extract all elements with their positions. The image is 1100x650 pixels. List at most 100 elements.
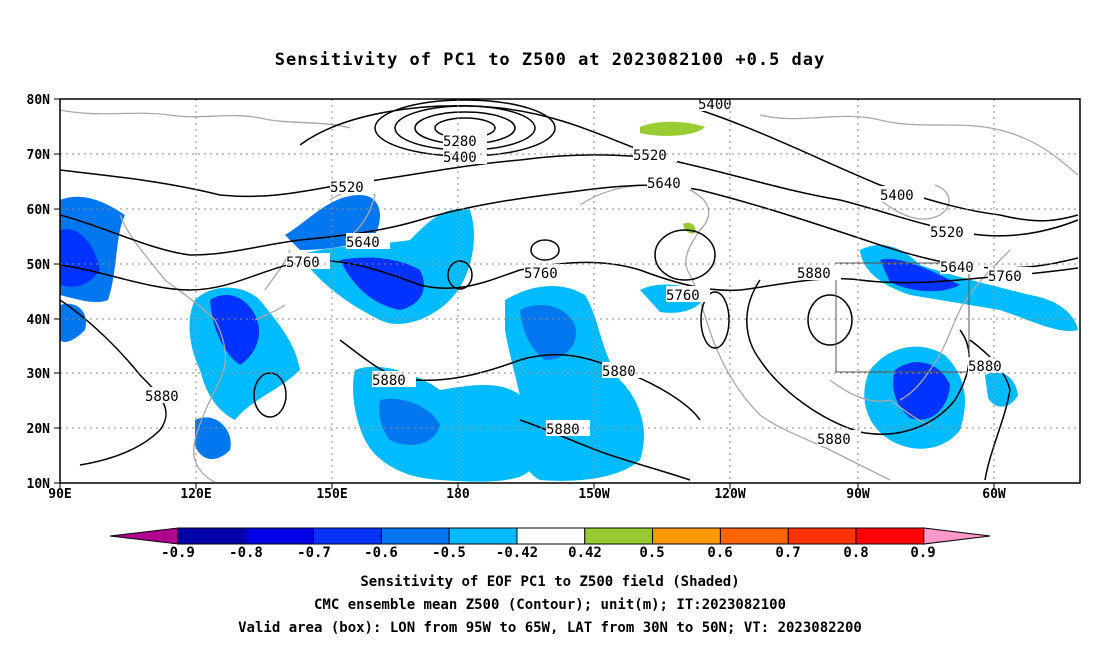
coast-alaska	[579, 184, 710, 276]
shade-patch-west-2	[60, 303, 86, 342]
contour-label: 5640	[940, 260, 974, 276]
footer-line-3: Valid area (box): LON from 95W to 65W, L…	[238, 620, 862, 636]
colorbar-label: -0.42	[496, 545, 538, 561]
contour-label: 5880	[968, 359, 1002, 375]
shade-patch-wpac-south	[195, 417, 231, 460]
coast-gulf	[829, 379, 931, 426]
colorbar-box	[652, 527, 721, 545]
shade-patch-nw-pacific-dark	[340, 257, 424, 310]
colorbar-box	[719, 527, 789, 545]
contour-5880-atl	[969, 339, 1011, 481]
shade-patch-green-1	[640, 121, 705, 136]
shade-patch-atlantic	[985, 372, 1018, 407]
lat-label: 80N	[27, 93, 51, 108]
coast-central-america	[829, 449, 891, 481]
colorbar-box	[448, 527, 518, 545]
contour-label: 5520	[330, 180, 364, 196]
graticule	[60, 99, 1080, 483]
colorbar-label: 0.8	[843, 545, 868, 561]
footer-line-1: Sensitivity of EOF PC1 to Z500 field (Sh…	[360, 574, 740, 590]
colorbar-label: -0.5	[432, 545, 466, 561]
colorbar-label: 0.5	[639, 545, 664, 561]
map-frame	[59, 98, 1081, 484]
contour-label: 5400	[880, 188, 914, 204]
shade-patch-caribbean-dark	[893, 362, 950, 420]
colorbar-arrow-right	[923, 527, 991, 545]
contour-label: 5640	[346, 235, 380, 251]
colorbar-box	[245, 527, 315, 545]
colorbar-box	[380, 527, 450, 545]
colorbar-label: -0.6	[364, 545, 398, 561]
coast-canada-arctic	[759, 114, 1079, 176]
contour-label: 5880	[546, 422, 580, 438]
contour-label: 5880	[602, 364, 636, 380]
contour-label: 5760	[988, 269, 1022, 285]
coast-na-west	[689, 274, 831, 451]
lat-axis: 80N 70N 60N 50N 40N 30N 20N 10N	[27, 93, 51, 492]
contour-label: 5880	[817, 432, 851, 448]
contour-5640	[60, 184, 1079, 269]
contour-label: 5760	[666, 288, 700, 304]
lat-label: 60N	[27, 203, 51, 218]
colorbar-box	[177, 527, 247, 545]
contour-5880-inner	[807, 294, 853, 346]
contour-label: 5880	[797, 266, 831, 282]
coast-east-asia	[119, 214, 227, 483]
footer-line-2: CMC ensemble mean Z500 (Contour); unit(m…	[313, 597, 786, 613]
colorbar-label: 0.9	[910, 545, 935, 561]
valid-area-box	[835, 262, 970, 373]
shade-patch-subtropical-dark	[520, 305, 576, 360]
colorbar-arrow-left	[109, 527, 179, 545]
lon-label: 120W	[714, 487, 745, 502]
shade-patch-green-2	[683, 222, 696, 234]
lat-label: 40N	[27, 313, 51, 328]
contour-5520	[60, 154, 1079, 237]
coast-hudson	[879, 184, 950, 220]
lon-label: 90W	[846, 487, 870, 502]
colorbar-box	[855, 527, 925, 545]
colorbar-labels: -0.9 -0.8 -0.7 -0.6 -0.5 -0.42 0.42 0.5 …	[161, 545, 936, 561]
lon-label: 60W	[982, 487, 1006, 502]
contour-labels: 5280 5400 5400 5400 5520 5520 5520 5640 …	[145, 95, 1032, 448]
lon-label: 150E	[316, 487, 347, 502]
contour-closed-small	[447, 260, 473, 290]
colorbar-label: 0.42	[568, 545, 602, 561]
colorbar-box	[584, 527, 654, 545]
lon-label: 180	[446, 487, 470, 502]
contour-label: 5880	[372, 373, 406, 389]
lat-label: 30N	[27, 367, 51, 382]
contour-5760	[60, 259, 1079, 292]
contour-label: 5520	[633, 148, 667, 164]
lon-label: 90E	[48, 487, 71, 502]
colorbar-box	[787, 527, 857, 545]
contour-label: 5760	[524, 266, 558, 282]
contour-closed-na	[700, 291, 730, 349]
coast-asia-north	[60, 109, 351, 129]
lat-label: 10N	[27, 477, 51, 492]
colorbar	[109, 527, 991, 545]
lon-label: 150W	[578, 487, 609, 502]
lat-label: 50N	[27, 258, 51, 273]
colorbar-label: -0.9	[161, 545, 195, 561]
shade-patch-central-pacific-dark	[379, 398, 440, 445]
contour-label: 5640	[647, 176, 681, 192]
contour-closed-small-2	[530, 239, 560, 261]
lon-axis: 90E 120E 150E 180 150W 120W 90W 60W	[48, 487, 1006, 502]
contour-label: 5520	[930, 225, 964, 241]
lat-label: 70N	[27, 148, 51, 163]
colorbar-label: -0.7	[297, 545, 331, 561]
shade-patch-china-dark	[210, 295, 260, 365]
contour-label: 5760	[286, 255, 320, 271]
shade-patch-west-dark	[60, 229, 100, 287]
contour-label: 5280	[443, 134, 477, 150]
lat-label: 20N	[27, 422, 51, 437]
colorbar-label: -0.8	[229, 545, 263, 561]
contour-label: 5400	[443, 150, 477, 166]
colorbar-label: 0.7	[775, 545, 800, 561]
colorbar-label: 0.6	[707, 545, 732, 561]
lon-label: 120E	[180, 487, 211, 502]
contour-label: 5400	[698, 97, 732, 113]
contour-label: 5880	[145, 389, 179, 405]
